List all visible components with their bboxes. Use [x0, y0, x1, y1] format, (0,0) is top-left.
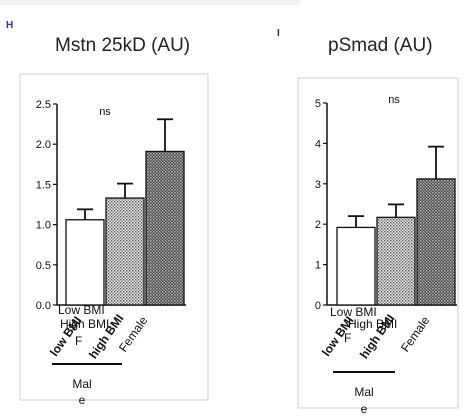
- significance-annotation: ns: [99, 106, 111, 118]
- bar: [416, 178, 456, 306]
- bar: [336, 226, 376, 306]
- y-tick-label: 2.0: [36, 139, 51, 151]
- group-label: Mal: [354, 385, 373, 399]
- significance-annotation: ns: [388, 94, 400, 106]
- group-label: e: [79, 393, 86, 407]
- y-tick-label: 4: [315, 138, 321, 150]
- y-tick-label: 5: [315, 98, 321, 110]
- category-label: Low BMI: [58, 303, 105, 317]
- chart-frame-h: [19, 73, 209, 401]
- y-tick-label: 1.0: [36, 220, 51, 232]
- bar: [105, 197, 145, 306]
- y-tick-label: 1.5: [36, 179, 51, 191]
- bar: [145, 150, 185, 306]
- category-label: High BMI: [60, 317, 109, 331]
- category-label: F: [344, 331, 351, 345]
- y-tick-label: 0.0: [36, 300, 51, 312]
- header-strip: [0, 0, 300, 5]
- category-tick-label: Female: [398, 313, 433, 354]
- category-label: High BMI: [348, 317, 397, 331]
- chart-title-h: Mstn 25kD (AU): [55, 35, 190, 56]
- category-label: F: [75, 334, 82, 348]
- group-label: Mal: [72, 377, 91, 391]
- chart-title-i: pSmad (AU): [328, 35, 433, 56]
- bar: [65, 219, 105, 306]
- y-tick-label: 2: [315, 219, 321, 231]
- y-tick-label: 1: [315, 260, 321, 272]
- bar: [376, 216, 416, 306]
- group-label: e: [361, 402, 368, 416]
- y-tick-label: 0.5: [36, 260, 51, 272]
- panel-letter-h: H: [6, 20, 13, 31]
- panel-h: H Mstn 25kD (AU) 0.0 0.5 1.0 1.5 2.0 2.5 ns Low…: [6, 20, 209, 407]
- y-tick-label: 2.5: [36, 99, 51, 111]
- y-tick-label: 0: [315, 300, 321, 312]
- category-label: Low BMI: [330, 305, 377, 319]
- y-tick-label: 3: [315, 179, 321, 191]
- panel-letter-i: I: [277, 28, 280, 39]
- chart-frame-i: [297, 77, 459, 409]
